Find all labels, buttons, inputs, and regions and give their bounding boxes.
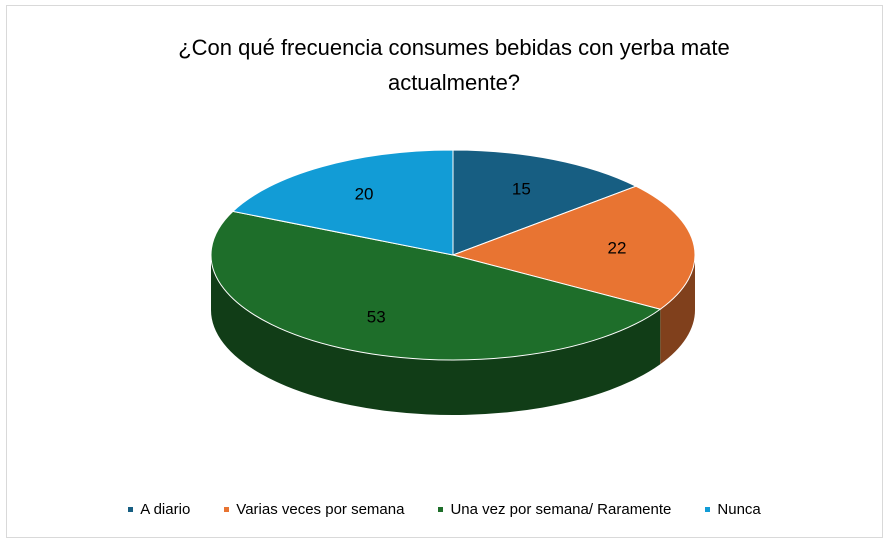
legend-swatch [705, 507, 711, 512]
pie-slice [451, 185, 696, 310]
pie-slice [231, 149, 454, 256]
data-label: 22 [607, 238, 626, 257]
data-label: 53 [367, 308, 386, 327]
legend-item: A diario [128, 501, 190, 518]
data-label: 20 [355, 184, 374, 203]
legend-item: Una vez por semana/ Raramente [438, 501, 671, 518]
pie-slice [452, 149, 638, 256]
legend-item: Nunca [705, 501, 761, 518]
legend-label: A diario [140, 501, 191, 518]
legend-label: Varias veces por semana [236, 501, 405, 518]
pie-side [660, 255, 695, 365]
legend-label: Una vez por semana/ Raramente [450, 501, 672, 518]
legend-label: Nunca [717, 501, 761, 518]
legend-item: Varias veces por semana [224, 501, 404, 518]
legend-swatch [438, 507, 444, 512]
chart-title: ¿Con qué frecuencia consumes bebidas con… [178, 35, 730, 95]
pie-slice [210, 210, 662, 361]
pie-side [211, 255, 661, 415]
legend: A diario Varias veces por semana Una vez p… [0, 501, 889, 518]
legend-swatch [224, 507, 230, 512]
data-label: 15 [512, 180, 531, 199]
legend-swatch [128, 507, 134, 512]
